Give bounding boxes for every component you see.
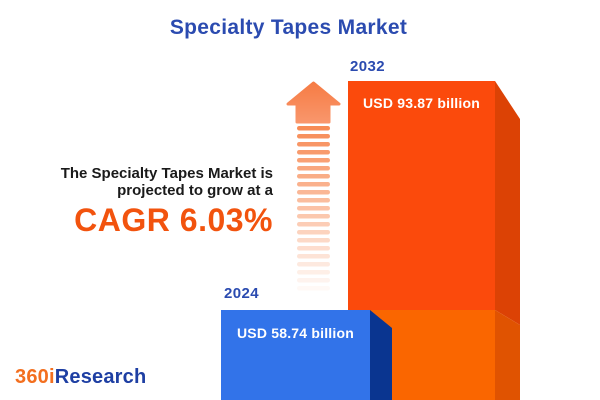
annotation-line1: The Specialty Tapes Market is xyxy=(60,165,273,182)
bar-2032-side-upper xyxy=(495,81,520,325)
growth-arrow-stripes xyxy=(297,126,330,291)
annotation-line2: projected to grow at a xyxy=(117,182,273,199)
bar-2024-value-label: USD 58.74 billion xyxy=(237,325,354,341)
cagr-value: CAGR 6.03% xyxy=(74,202,273,238)
bar-2032-side-lower xyxy=(495,310,520,400)
page-title: Specialty Tapes Market xyxy=(169,16,408,39)
bar-2032-value-label: USD 93.87 billion xyxy=(363,95,480,111)
bar-2032-front-upper xyxy=(348,81,495,310)
growth-annotation: The Specialty Tapes Market is projected … xyxy=(61,165,273,236)
bar-2024 xyxy=(221,310,392,400)
brand-logo: 360iResearch xyxy=(15,366,146,389)
logo-prefix: 360i xyxy=(15,366,55,388)
logo-suffix: Research xyxy=(54,366,147,388)
growth-arrow xyxy=(286,81,341,291)
bar-2032-year-label: 2032 xyxy=(350,58,385,75)
bar-2024-side xyxy=(370,310,392,400)
bar-2024-year-label: 2024 xyxy=(224,285,259,302)
growth-arrow-head xyxy=(286,81,341,124)
bar-2024-front xyxy=(221,310,370,400)
